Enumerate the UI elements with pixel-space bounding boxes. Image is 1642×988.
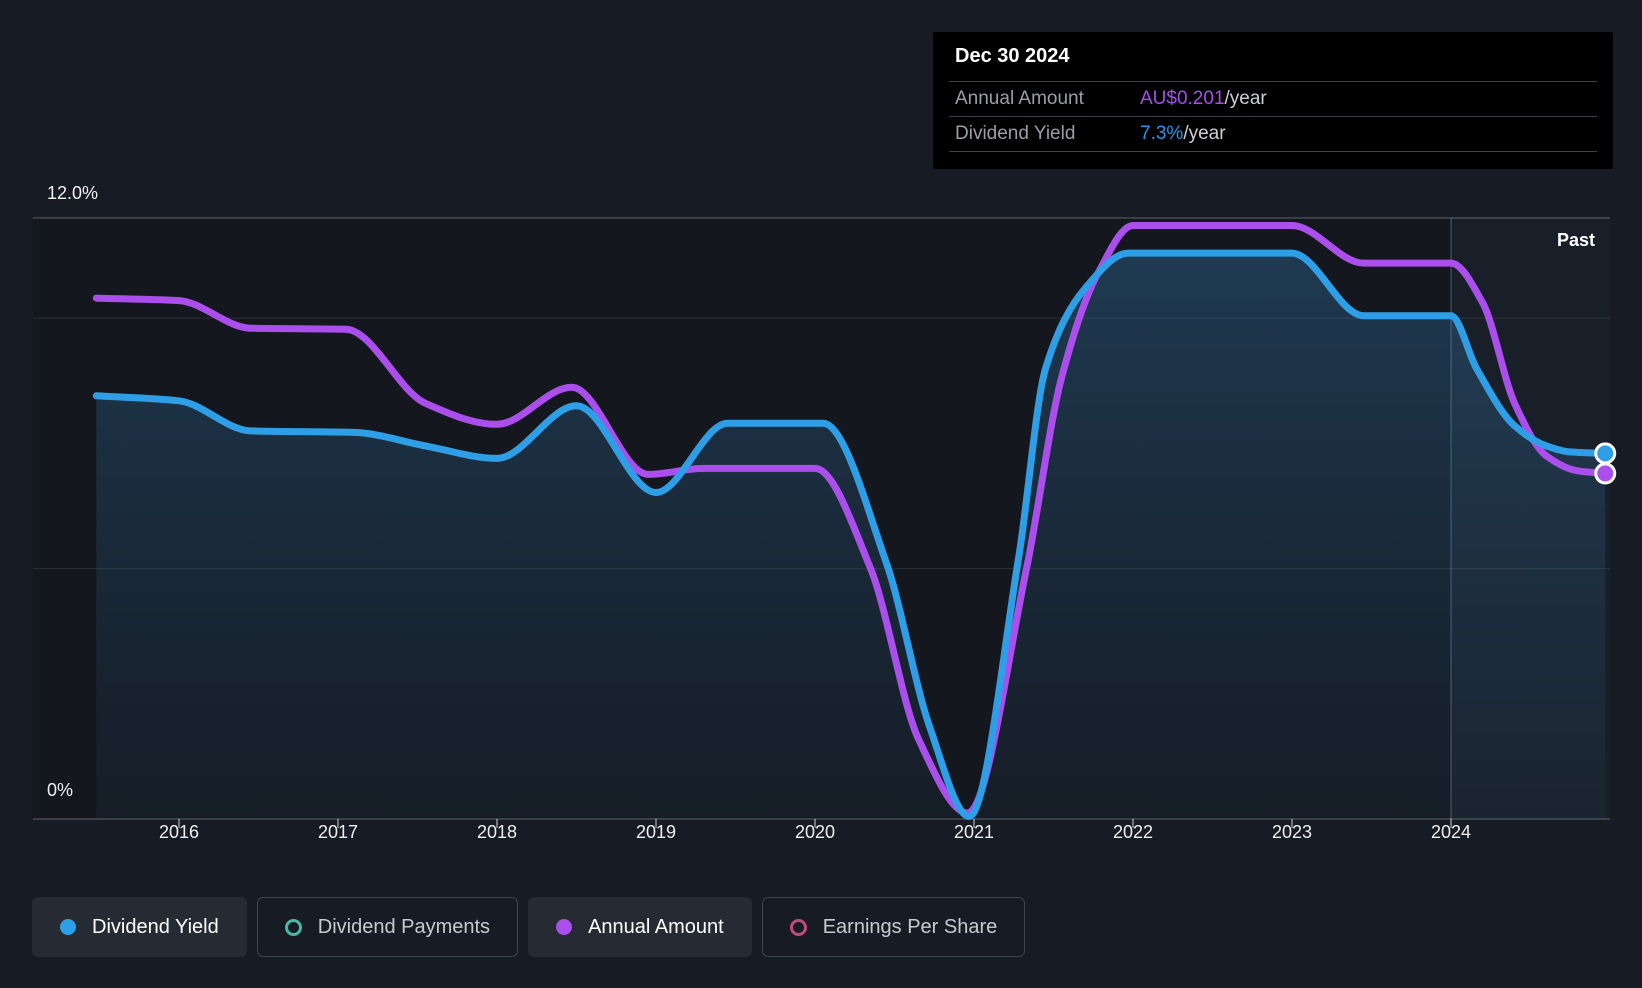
tooltip-value-suffix: /year <box>1183 123 1226 144</box>
chart-tooltip: Dec 30 2024 Annual Amount AU$0.201 /year… <box>933 32 1613 169</box>
tooltip-row-dividend-yield: Dividend Yield 7.3% /year <box>933 117 1613 151</box>
tooltip-value-dividend-yield: 7.3% <box>1140 123 1184 144</box>
chart-legend: Dividend Yield Dividend Payments Annual … <box>32 897 1026 957</box>
legend-label: Earnings Per Share <box>822 915 998 938</box>
legend-toggle-annual-amount[interactable]: Annual Amount <box>528 897 752 957</box>
dividend-yield-line <box>92 249 1609 820</box>
legend-toggle-dividend-payments[interactable]: Dividend Payments <box>256 897 519 957</box>
x-axis-label: 2016 <box>158 822 200 842</box>
dividend-yield-area <box>96 253 1606 820</box>
tooltip-value-annual-amount: AU$0.201 <box>1140 88 1225 109</box>
x-axis-label: 2022 <box>1112 822 1154 842</box>
annual-amount-dot-icon <box>556 919 573 935</box>
tooltip-value-suffix: /year <box>1224 88 1267 109</box>
legend-toggle-earnings-per-share[interactable]: Earnings Per Share <box>761 897 1026 957</box>
y-axis-min-label: 0% <box>47 780 74 800</box>
dividend-yield-dot-icon <box>60 919 76 935</box>
legend-toggle-dividend-yield[interactable]: Dividend Yield <box>32 897 247 957</box>
tooltip-divider <box>949 81 1597 82</box>
x-axis-label: 2019 <box>635 822 677 842</box>
x-axis-label: 2024 <box>1430 822 1472 842</box>
tooltip-divider <box>949 116 1597 117</box>
dividend-payments-circle-icon <box>284 918 302 936</box>
x-axis-label: 2018 <box>476 822 518 842</box>
x-axis-label: 2023 <box>1271 822 1313 842</box>
y-axis-max-label: 12.0% <box>47 183 99 203</box>
tooltip-label: Annual Amount <box>955 88 1084 109</box>
legend-label: Dividend Yield <box>92 915 219 938</box>
tooltip-divider <box>949 151 1597 152</box>
x-axis-label: 2021 <box>953 822 995 842</box>
tooltip-row-annual-amount: Annual Amount AU$0.201 /year <box>933 82 1613 116</box>
x-axis-label: 2017 <box>317 822 359 842</box>
dividend-yield-endpoint-marker <box>1594 442 1617 465</box>
legend-label: Annual Amount <box>588 915 724 938</box>
x-axis-label: 2020 <box>794 822 836 842</box>
legend-label: Dividend Payments <box>317 915 491 938</box>
past-region-label: Past <box>1556 230 1595 250</box>
earnings-per-share-circle-icon <box>789 918 807 936</box>
tooltip-label: Dividend Yield <box>955 123 1076 144</box>
tooltip-date: Dec 30 2024 <box>955 45 1070 67</box>
annual-amount-endpoint-marker <box>1594 462 1617 485</box>
